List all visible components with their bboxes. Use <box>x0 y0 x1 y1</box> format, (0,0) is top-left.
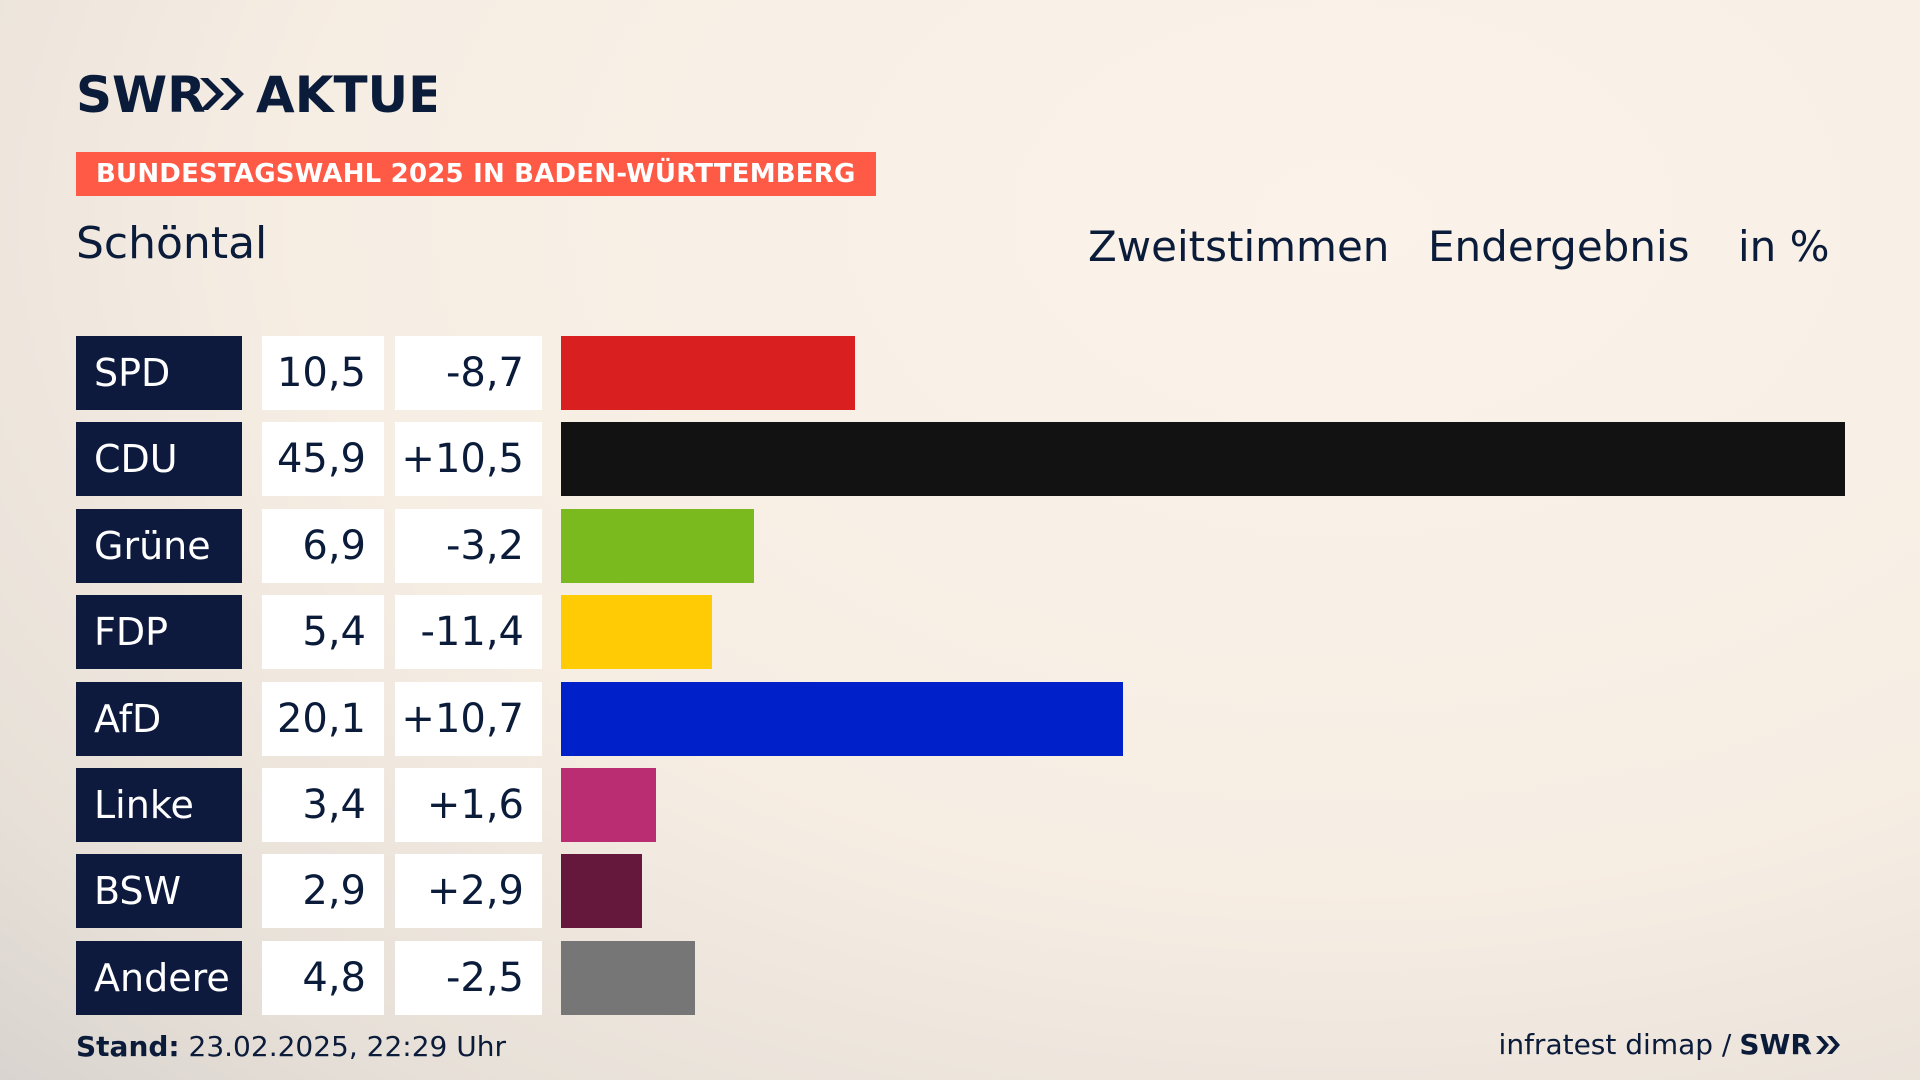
party-label: AfD <box>76 681 242 756</box>
vote-type-label: Zweitstimmen <box>1088 222 1390 271</box>
vote-share-value: 3,4 <box>262 768 384 842</box>
party-label: CDU <box>76 422 242 497</box>
logo-swr-text: SWR <box>76 66 206 124</box>
vote-share-value: 10,5 <box>262 336 384 410</box>
result-bar <box>561 681 1124 756</box>
result-row: Andere 4,8 -2,5 <box>0 940 1920 1015</box>
result-bar <box>561 422 1845 497</box>
result-bar <box>561 768 657 842</box>
result-row: Grüne 6,9 -3,2 <box>0 508 1920 583</box>
party-label: Linke <box>76 768 242 842</box>
result-type-label: Endergebnis <box>1428 222 1690 271</box>
result-bar <box>561 336 855 410</box>
unit-label: in % <box>1738 222 1830 271</box>
stand-label: Stand: <box>76 1030 180 1063</box>
double-chevron-icon <box>1816 1035 1840 1054</box>
vote-share-value: 2,9 <box>262 854 384 929</box>
footer-source: infratest dimap / SWR <box>1499 1028 1844 1061</box>
result-bar <box>561 854 643 929</box>
result-row: CDU 45,9 +10,5 <box>0 422 1920 497</box>
vote-change-value: +1,6 <box>395 768 542 842</box>
party-label: Grüne <box>76 508 242 583</box>
vote-share-value: 20,1 <box>262 681 384 756</box>
party-label: FDP <box>76 595 242 670</box>
result-row: FDP 5,4 -11,4 <box>0 595 1920 670</box>
swr-aktuell-logo: SWR AKTUELL <box>76 64 436 124</box>
footer-stand: Stand: 23.02.2025, 22:29 Uhr <box>76 1030 506 1063</box>
location-title: Schöntal <box>76 218 268 269</box>
result-bar <box>561 508 755 583</box>
vote-share-value: 4,8 <box>262 940 384 1015</box>
logo-chevron-icon <box>200 78 224 110</box>
party-label: Andere <box>76 940 242 1015</box>
vote-change-value: -11,4 <box>395 595 542 670</box>
vote-share-value: 45,9 <box>262 422 384 497</box>
vote-change-value: -2,5 <box>395 940 542 1015</box>
party-label: SPD <box>76 336 242 410</box>
result-bar <box>561 940 696 1015</box>
swr-small-logo: SWR <box>1739 1028 1844 1061</box>
logo-chevron-icon <box>220 78 244 110</box>
swr-small-logo-text: SWR <box>1739 1028 1812 1061</box>
party-label: BSW <box>76 854 242 929</box>
election-badge: BUNDESTAGSWAHL 2025 IN BADEN-WÜRTTEMBERG <box>76 152 876 196</box>
stand-value: 23.02.2025, 22:29 Uhr <box>188 1030 506 1063</box>
vote-change-value: -8,7 <box>395 336 542 410</box>
source-text: infratest dimap / <box>1498 1028 1732 1061</box>
result-row: AfD 20,1 +10,7 <box>0 681 1920 756</box>
vote-share-value: 6,9 <box>262 508 384 583</box>
logo-aktuell-text: AKTUELL <box>256 66 436 124</box>
vote-change-value: +2,9 <box>395 854 542 929</box>
result-row: SPD 10,5 -8,7 <box>0 336 1920 410</box>
result-bar <box>561 595 713 670</box>
vote-change-value: -3,2 <box>395 508 542 583</box>
vote-share-value: 5,4 <box>262 595 384 670</box>
vote-change-value: +10,5 <box>395 422 542 497</box>
vote-change-value: +10,7 <box>395 681 542 756</box>
result-row: Linke 3,4 +1,6 <box>0 768 1920 842</box>
result-row: BSW 2,9 +2,9 <box>0 854 1920 929</box>
